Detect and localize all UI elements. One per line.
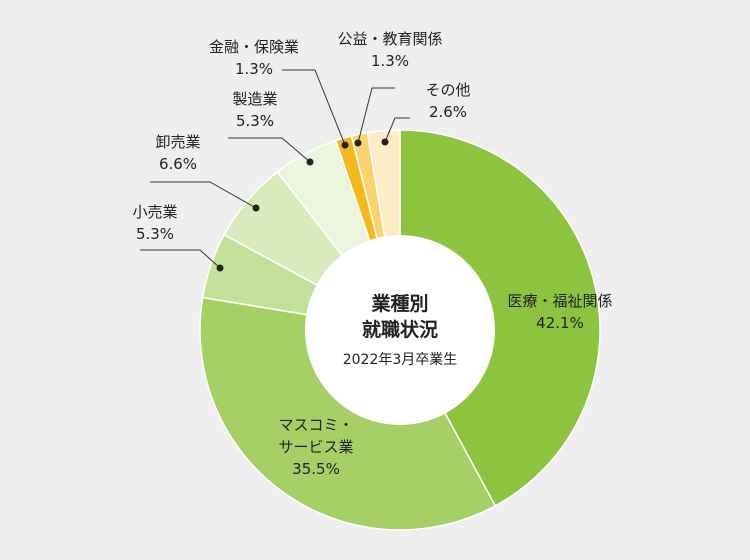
slice-label-1-0: マスコミ・ (278, 416, 353, 434)
slice-value-2: 5.3% (136, 225, 174, 243)
leader-dot-2 (216, 264, 224, 272)
slice-label-1-1: サービス業 (278, 438, 353, 456)
donut-hole (305, 235, 495, 425)
slice-label-2-0: 小売業 (132, 203, 177, 221)
slice-value-3: 6.6% (159, 155, 197, 173)
slice-label-0-0: 医療・福祉関係 (507, 292, 612, 310)
leader-dot-7 (381, 138, 389, 146)
slice-0 (399, 129, 601, 507)
slice-value-1: 35.5% (292, 460, 340, 478)
slice-value-0: 42.1% (536, 314, 584, 332)
slice-value-5: 1.3% (235, 60, 273, 78)
leader-dot-3 (252, 204, 260, 212)
slice-value-7: 2.6% (429, 103, 467, 121)
leader-dot-6 (354, 139, 362, 147)
slice-label-4-0: 製造業 (232, 90, 277, 108)
chart-title-line-1: 業種別 (370, 292, 428, 315)
leader-line-5 (282, 69, 346, 146)
leader-line-3 (150, 181, 257, 209)
leader-line-6 (357, 87, 395, 144)
chart-title-line-2: 就職状況 (362, 318, 438, 341)
leader-dot-4 (306, 158, 314, 166)
leader-lines-group (140, 69, 410, 272)
slice-1 (199, 296, 497, 531)
slice-value-6: 1.3% (371, 52, 409, 70)
slice-label-5-0: 金融・保険業 (209, 38, 299, 56)
leader-dot-5 (341, 141, 349, 149)
slice-value-4: 5.3% (236, 112, 274, 130)
slice-label-6-0: 公益・教育関係 (337, 30, 442, 48)
slice-label-7-0: その他 (425, 81, 470, 99)
center-label: 業種別 就職状況 2022年3月卒業生 (343, 292, 458, 368)
labels-group: 医療・福祉関係 42.1% マスコミ・サービス業 35.5% 小売業 5.3% 卸売業 6.6… (132, 30, 612, 478)
slice-label-3-0: 卸売業 (155, 133, 200, 151)
leader-line-2 (140, 249, 221, 269)
chart-subtitle: 2022年3月卒業生 (343, 352, 458, 368)
leader-line-4 (228, 137, 311, 163)
leader-line-7 (384, 117, 410, 143)
